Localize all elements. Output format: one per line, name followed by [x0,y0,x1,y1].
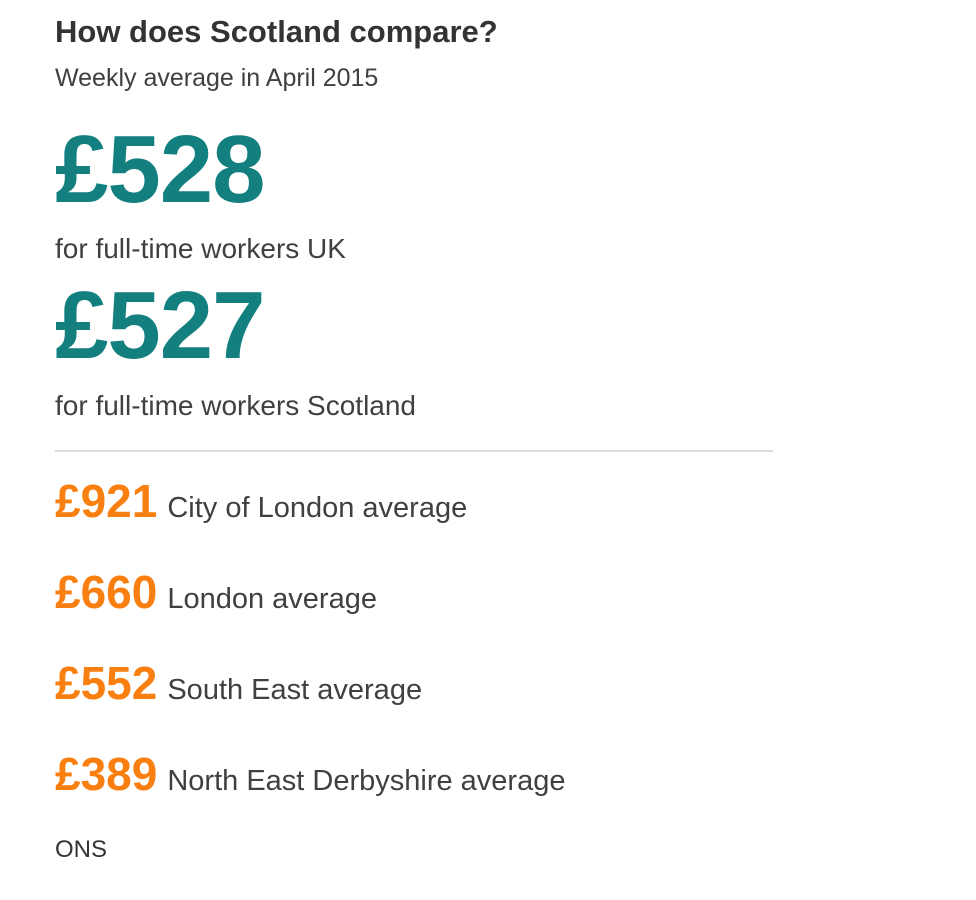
region-row: £921 City of London average [55,474,467,528]
scotland-average-label: for full-time workers Scotland [55,390,417,421]
scotland-average-value: £527 [55,272,266,379]
region-label: London average [167,583,377,615]
region-value: £389 [55,748,158,800]
region-value: £921 [55,475,158,527]
divider [55,450,773,452]
page-title: How does Scotland compare? [55,14,498,49]
source: ONS [55,836,108,863]
uk-average-label: for full-time workers UK [55,233,346,264]
region-value: £660 [55,566,158,618]
region-row: £389 North East Derbyshire average [55,747,565,801]
region-value: £552 [55,657,158,709]
subtitle: Weekly average in April 2015 [55,64,379,92]
region-row: £660 London average [55,565,377,619]
region-label: South East average [167,674,423,706]
region-row: £552 South East average [55,656,422,710]
uk-average-value: £528 [55,116,266,223]
region-label: City of London average [167,492,468,524]
region-label: North East Derbyshire average [167,765,566,797]
